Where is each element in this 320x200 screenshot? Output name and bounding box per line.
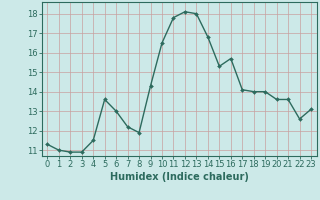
X-axis label: Humidex (Indice chaleur): Humidex (Indice chaleur) bbox=[110, 172, 249, 182]
